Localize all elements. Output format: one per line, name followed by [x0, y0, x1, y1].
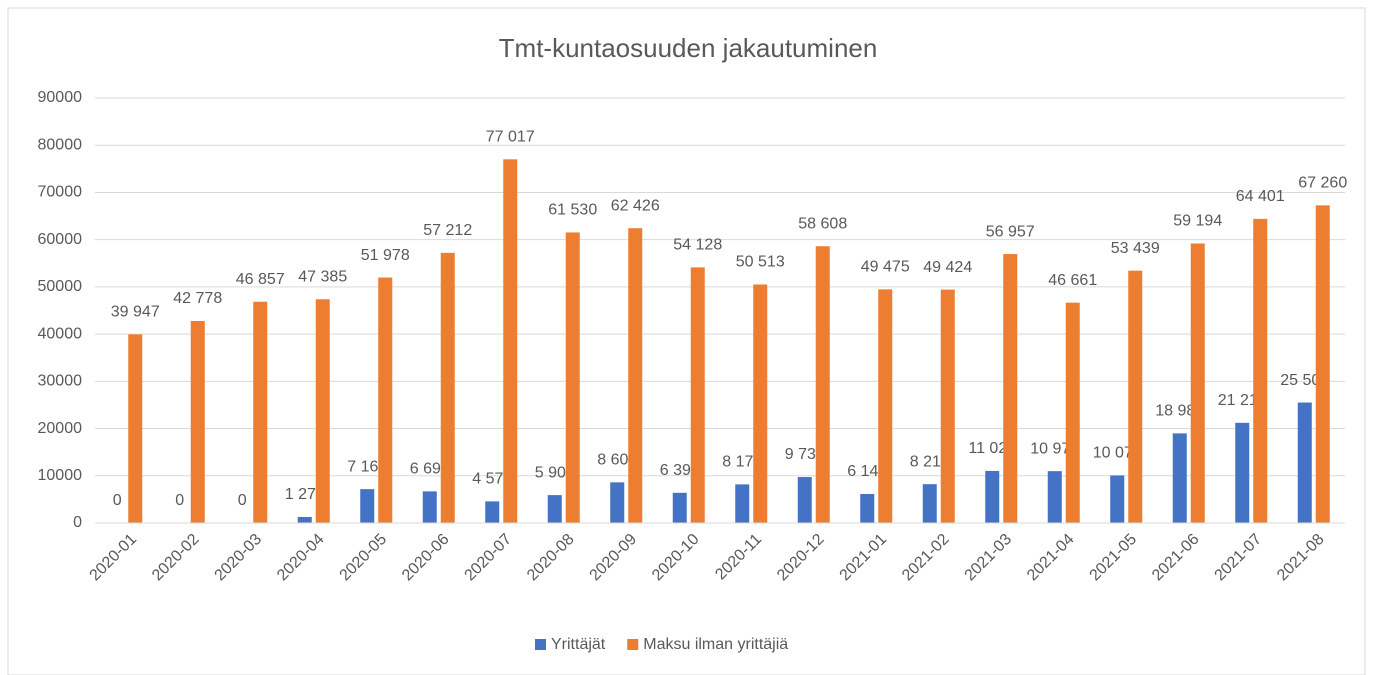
legend-swatch: [627, 639, 639, 650]
bar: [672, 492, 687, 523]
bar: [1047, 471, 1062, 523]
bar: [422, 491, 437, 523]
value-label: 61 530: [548, 202, 597, 219]
y-tick-label: 10000: [38, 467, 83, 484]
value-label: 49 424: [923, 259, 972, 276]
value-label: 42 778: [173, 290, 222, 307]
value-label: 0: [175, 492, 184, 509]
value-label: 59 194: [1173, 213, 1222, 230]
y-tick-label: 40000: [38, 325, 83, 342]
bar: [1172, 433, 1187, 523]
value-label: 7 167: [347, 458, 387, 475]
value-label: 67 260: [1298, 175, 1347, 192]
legend-label: Yrittäjät: [551, 636, 606, 653]
bar: [1110, 475, 1125, 523]
bar: [1253, 218, 1268, 524]
value-label: 62 426: [611, 197, 660, 214]
value-label: 57 212: [423, 222, 472, 239]
bar: [190, 320, 205, 523]
bar: [1190, 243, 1205, 523]
bar: [610, 482, 625, 523]
value-label: 51 978: [361, 247, 410, 264]
y-tick-label: 70000: [38, 184, 83, 201]
bar: [690, 267, 705, 523]
value-label: 9 736: [785, 446, 825, 463]
value-label: 53 439: [1111, 240, 1160, 257]
value-label: 6 695: [410, 461, 450, 478]
value-label: 46 661: [1048, 272, 1097, 289]
bar: [1128, 270, 1143, 523]
bar: [565, 232, 580, 524]
value-label: 8 219: [910, 453, 950, 470]
bar: [940, 289, 955, 523]
bar: [735, 484, 750, 523]
bar: [922, 484, 937, 523]
value-label: 4 575: [472, 471, 512, 488]
bar: [1315, 205, 1330, 523]
y-tick-label: 60000: [38, 231, 83, 248]
bar: [878, 289, 893, 523]
bar: [128, 334, 143, 523]
value-label: 6 147: [847, 463, 887, 480]
bar: [1235, 422, 1250, 523]
bar: [1065, 302, 1080, 523]
legend-label: Maksu ilman yrittäjiä: [643, 636, 788, 653]
y-tick-label: 30000: [38, 373, 83, 390]
y-tick-label: 80000: [38, 136, 83, 153]
value-label: 50 513: [736, 254, 785, 271]
value-label: 0: [238, 492, 247, 509]
bar: [860, 493, 875, 523]
bar: [485, 501, 500, 523]
value-label: 47 385: [298, 268, 347, 285]
value-label: 49 475: [861, 259, 910, 276]
chart-title: Tmt-kuntaosuuden jakautuminen: [499, 33, 878, 63]
value-label: 64 401: [1236, 188, 1285, 205]
y-tick-label: 0: [73, 514, 82, 531]
value-label: 56 957: [986, 223, 1035, 240]
value-label: 0: [113, 492, 122, 509]
value-label: 58 608: [798, 215, 847, 232]
value-label: 8 608: [597, 452, 637, 469]
bar: [503, 159, 518, 524]
bar: [378, 277, 393, 523]
bar: [547, 495, 562, 523]
value-label: 5 904: [535, 464, 575, 481]
bar: [797, 477, 812, 523]
bar: [815, 246, 830, 524]
value-label: 6 395: [660, 462, 700, 479]
bar: [440, 252, 455, 524]
value-label: 54 128: [673, 237, 722, 254]
bar: [985, 470, 1000, 523]
bar: [1297, 402, 1312, 523]
bar: [315, 299, 330, 523]
bar: [297, 516, 312, 523]
bar: [360, 489, 375, 523]
value-label: 77 017: [486, 129, 535, 146]
bar: [753, 284, 768, 523]
bar: [1003, 254, 1018, 524]
y-tick-label: 50000: [38, 278, 83, 295]
y-tick-label: 20000: [38, 420, 83, 437]
y-tick-label: 90000: [38, 89, 83, 106]
value-label: 39 947: [111, 304, 160, 321]
value-label: 8 177: [722, 454, 762, 471]
value-label: 1 277: [285, 486, 325, 503]
value-label: 46 857: [236, 271, 285, 288]
bar: [253, 301, 268, 523]
bar: [628, 228, 643, 523]
legend-swatch: [535, 639, 546, 650]
